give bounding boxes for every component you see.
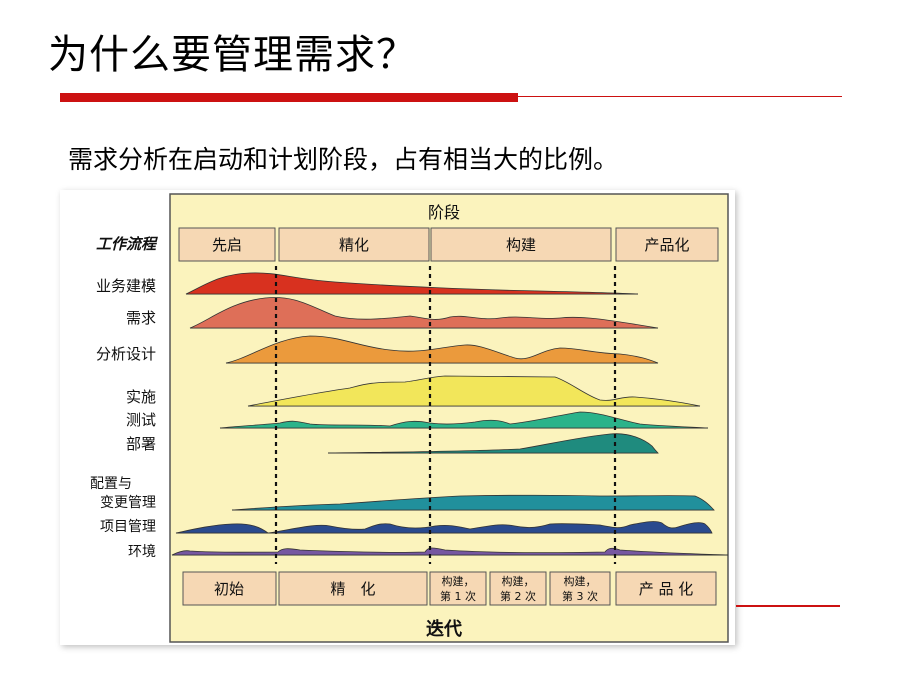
page-title: 为什么要管理需求？ <box>48 32 417 78</box>
iteration-construction-2-a: 构建， <box>502 574 535 588</box>
iteration-dividers <box>274 266 617 564</box>
workflow-business-modeling: 业务建模 <box>96 277 156 295</box>
workflow-header: 工作流程 <box>96 235 158 253</box>
title-underline-thin <box>518 96 842 97</box>
iteration-elaboration: 精 化 <box>330 580 375 598</box>
workflow-project-management: 项目管理 <box>100 519 156 535</box>
phase-boxes <box>178 227 719 262</box>
phase-header: 阶段 <box>428 203 460 222</box>
rup-phases-diagram: 阶段 先启 精化 构建 产品化 工作流程 业务建模 需求 分析设计 实施 测试 … <box>60 190 735 645</box>
iteration-construction-2-b: 第 2 次 <box>500 589 536 603</box>
workflow-deployment: 部署 <box>126 435 156 453</box>
workflow-analysis-design: 分析设计 <box>96 345 156 363</box>
hump-business-modeling <box>185 272 639 295</box>
phase-elaboration: 精化 <box>339 236 369 254</box>
workflow-requirements: 需求 <box>126 309 156 327</box>
iteration-construction-3-b: 第 3 次 <box>562 589 598 603</box>
iteration-boxes <box>182 571 717 606</box>
phase-construction: 构建 <box>506 236 536 254</box>
workflow-implementation: 实施 <box>126 388 156 406</box>
iteration-transition: 产 品 化 <box>639 580 694 598</box>
workflow-test: 测试 <box>126 411 156 429</box>
phase-transition: 产品化 <box>644 236 689 254</box>
page-subtitle: 需求分析在启动和计划阶段，占有相当大的比例。 <box>68 145 619 174</box>
workflow-environment: 环境 <box>128 544 156 560</box>
hump-deployment <box>327 433 659 454</box>
hump-config-change <box>231 494 715 511</box>
footer-rule <box>736 605 840 607</box>
diagram-panel <box>169 193 729 643</box>
iteration-header: 迭代 <box>426 618 462 640</box>
workflow-config-line2: 变更管理 <box>100 495 156 511</box>
workflow-config-line1: 配置与 <box>90 476 132 492</box>
iteration-construction-1-a: 构建， <box>442 574 475 588</box>
iteration-construction-3-a: 构建， <box>564 574 597 588</box>
title-underline-thick <box>60 93 518 102</box>
hump-project-management <box>175 521 713 534</box>
hump-environment <box>171 547 729 556</box>
hump-requirements <box>189 297 659 329</box>
iteration-construction-1-b: 第 1 次 <box>440 589 476 603</box>
hump-implementation <box>247 375 701 407</box>
phase-inception: 先启 <box>212 236 242 254</box>
hump-analysis-design <box>225 335 659 364</box>
iteration-initial: 初始 <box>214 580 244 598</box>
hump-test <box>219 411 709 429</box>
